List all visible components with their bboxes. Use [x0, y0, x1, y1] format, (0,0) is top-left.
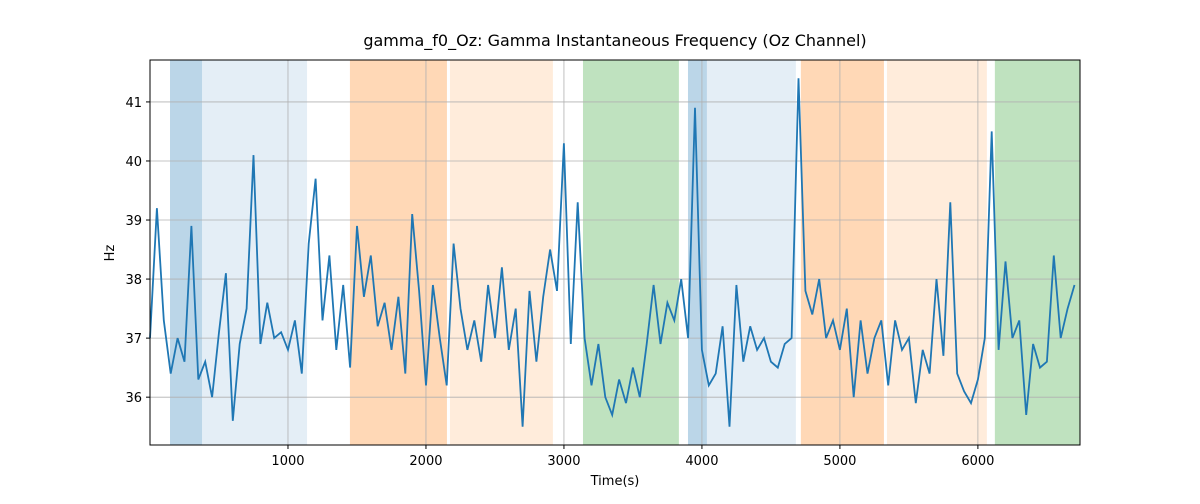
plot-frame: [149, 59, 1081, 446]
span: [886, 60, 987, 445]
span: [449, 60, 553, 445]
chart-title: gamma_f0_Oz: Gamma Instantaneous Frequen…: [363, 31, 866, 51]
span: [800, 60, 884, 445]
y-tick-label: 37: [125, 332, 142, 347]
y-tick-label: 36: [125, 391, 142, 406]
span: [349, 60, 447, 445]
x-tick-label: 3000: [547, 454, 580, 469]
y-tick-label: 38: [125, 273, 142, 288]
span: [202, 60, 308, 445]
y-tick-label: 40: [125, 155, 142, 170]
y-tick-label: 39: [125, 214, 142, 229]
y-tick-label: 41: [125, 96, 142, 111]
span: [994, 60, 1080, 445]
span: [706, 60, 796, 445]
y-axis-label: Hz: [103, 245, 118, 262]
line: [149, 78, 1076, 427]
x-tick-label: 1000: [271, 454, 304, 469]
x-tick-label: 6000: [961, 454, 994, 469]
x-tick-label: 4000: [685, 454, 718, 469]
x-tick-label: 5000: [823, 454, 856, 469]
x-axis-label: Time(s): [590, 474, 640, 489]
span: [582, 60, 679, 445]
x-tick-label: 2000: [409, 454, 442, 469]
span: [170, 60, 203, 445]
